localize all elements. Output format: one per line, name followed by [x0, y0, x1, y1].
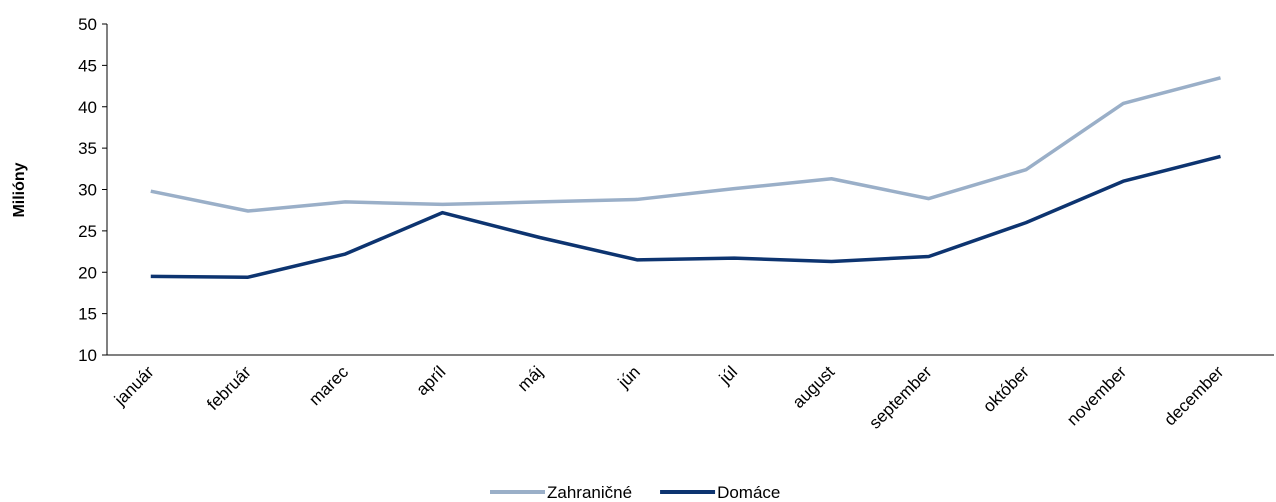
y-tick-label: 25: [78, 222, 97, 241]
x-tick-label: jún: [614, 362, 644, 392]
x-tick-label: január: [110, 362, 158, 410]
y-tick-label: 50: [78, 15, 97, 34]
x-tick-label: marec: [305, 362, 352, 409]
y-tick-label: 45: [78, 56, 97, 75]
x-tick-label: november: [1063, 362, 1130, 429]
line-series: [150, 76, 1221, 213]
line-series: [150, 154, 1221, 279]
x-tick-label: august: [789, 362, 839, 412]
x-tick-label: október: [979, 362, 1033, 416]
x-tick-label: december: [1160, 362, 1227, 429]
y-tick-label: 15: [78, 305, 97, 324]
y-tick-label: 10: [78, 346, 97, 365]
y-tick-label: 40: [78, 98, 97, 117]
x-tick-label: september: [865, 362, 935, 432]
y-tick-label: 30: [78, 181, 97, 200]
x-tick-label: júl: [715, 362, 741, 388]
y-axis-title: Milióny: [11, 162, 28, 217]
y-tick-label: 35: [78, 139, 97, 158]
x-tick-label: apríl: [413, 362, 450, 399]
legend-label: Domáce: [717, 483, 780, 502]
y-tick-label: 20: [78, 263, 97, 282]
x-tick-label: máj: [514, 362, 547, 395]
x-tick-label: február: [203, 362, 255, 414]
legend-label: Zahraničné: [547, 483, 632, 502]
